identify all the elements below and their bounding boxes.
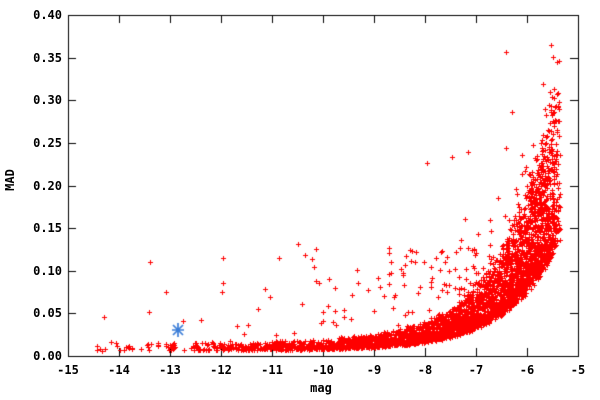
x-tick-label: -7 (468, 363, 484, 377)
x-tick-label: -11 (261, 363, 283, 377)
x-tick-label: -15 (57, 363, 79, 377)
y-tick-label: 0.40 (33, 8, 62, 22)
y-tick-label: 0.35 (33, 51, 62, 65)
x-tick-label: -13 (159, 363, 181, 377)
y-tick-label: 0.25 (33, 136, 62, 150)
x-tick-label: -8 (417, 363, 433, 377)
x-axis-title: mag (310, 381, 332, 395)
y-tick-label: 0.15 (33, 221, 62, 235)
x-tick-label: -10 (312, 363, 334, 377)
y-tick-label: 0.00 (33, 349, 62, 363)
x-tick-label: -6 (519, 363, 535, 377)
y-tick-label: 0.30 (33, 93, 62, 107)
x-tick-label: -12 (210, 363, 232, 377)
x-tick-label: -5 (570, 363, 586, 377)
y-tick-label: 0.05 (33, 306, 62, 320)
x-tick-label: -14 (108, 363, 130, 377)
y-tick-label: 0.20 (33, 179, 62, 193)
x-tick-label: -9 (366, 363, 382, 377)
y-tick-label: 0.10 (33, 264, 62, 278)
